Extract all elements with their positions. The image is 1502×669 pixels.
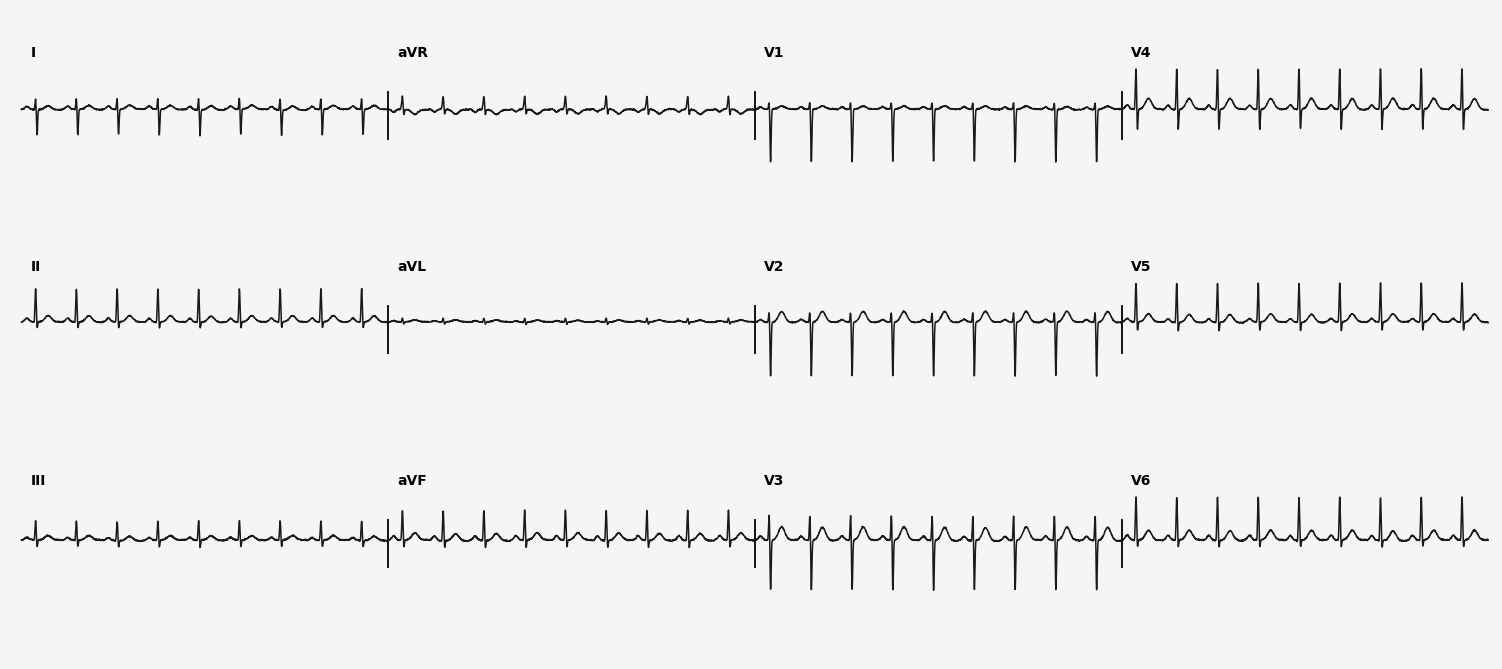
Text: V4: V4: [1131, 45, 1152, 60]
Text: aVR: aVR: [398, 45, 428, 60]
Text: V2: V2: [765, 260, 784, 274]
Text: V5: V5: [1131, 260, 1152, 274]
Text: II: II: [30, 260, 41, 274]
Text: aVF: aVF: [398, 474, 427, 488]
Text: V3: V3: [765, 474, 784, 488]
Text: I: I: [30, 45, 36, 60]
Text: III: III: [30, 474, 47, 488]
Text: V6: V6: [1131, 474, 1152, 488]
Text: aVL: aVL: [398, 260, 427, 274]
Text: V1: V1: [765, 45, 784, 60]
